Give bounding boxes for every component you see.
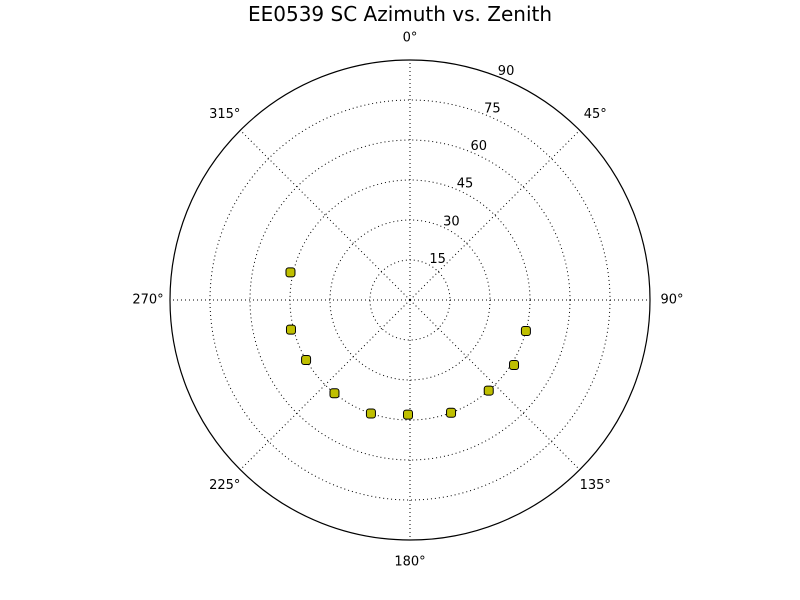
angle-tick-label: 45° bbox=[584, 107, 607, 122]
angular-gridline-315 bbox=[239, 129, 411, 301]
data-point bbox=[402, 409, 413, 420]
angle-tick-label: 270° bbox=[132, 293, 163, 308]
radial-tick-label: 30 bbox=[443, 214, 460, 229]
data-point bbox=[483, 385, 494, 396]
data-point bbox=[285, 324, 296, 335]
radial-tick-label: 75 bbox=[484, 102, 501, 117]
radial-tick-label: 15 bbox=[429, 252, 446, 267]
polar-frame bbox=[169, 59, 651, 541]
data-point bbox=[509, 360, 520, 371]
angular-gridline-135 bbox=[409, 299, 581, 471]
angle-tick-label: 315° bbox=[209, 107, 240, 122]
grid-layer bbox=[170, 60, 650, 540]
radial-tick-label: 60 bbox=[470, 139, 487, 154]
data-point bbox=[285, 267, 296, 278]
data-point bbox=[446, 407, 457, 418]
chart-title: EE0539 SC Azimuth vs. Zenith bbox=[247, 2, 553, 26]
axis-layer bbox=[169, 59, 651, 541]
data-point bbox=[329, 388, 340, 399]
angular-gridline-45 bbox=[409, 129, 581, 301]
radial-tick-label: 45 bbox=[457, 177, 474, 192]
radial-tick-label: 90 bbox=[498, 64, 515, 79]
label-layer: 0° 45° 90° 135° 180° 225° 270° 315° 15 30 45 60 75 90 bbox=[132, 31, 683, 570]
origin-dot bbox=[408, 298, 412, 302]
angular-gridline-225 bbox=[239, 299, 411, 471]
angle-tick-label: 225° bbox=[209, 478, 240, 493]
angle-tick-label: 0° bbox=[403, 31, 418, 46]
angle-tick-label: 135° bbox=[580, 478, 611, 493]
data-point bbox=[520, 326, 531, 337]
angle-tick-label: 90° bbox=[660, 293, 683, 308]
data-point bbox=[301, 355, 312, 365]
data-point bbox=[365, 408, 376, 419]
point-layer bbox=[285, 267, 531, 420]
angle-tick-label: 180° bbox=[394, 555, 425, 570]
